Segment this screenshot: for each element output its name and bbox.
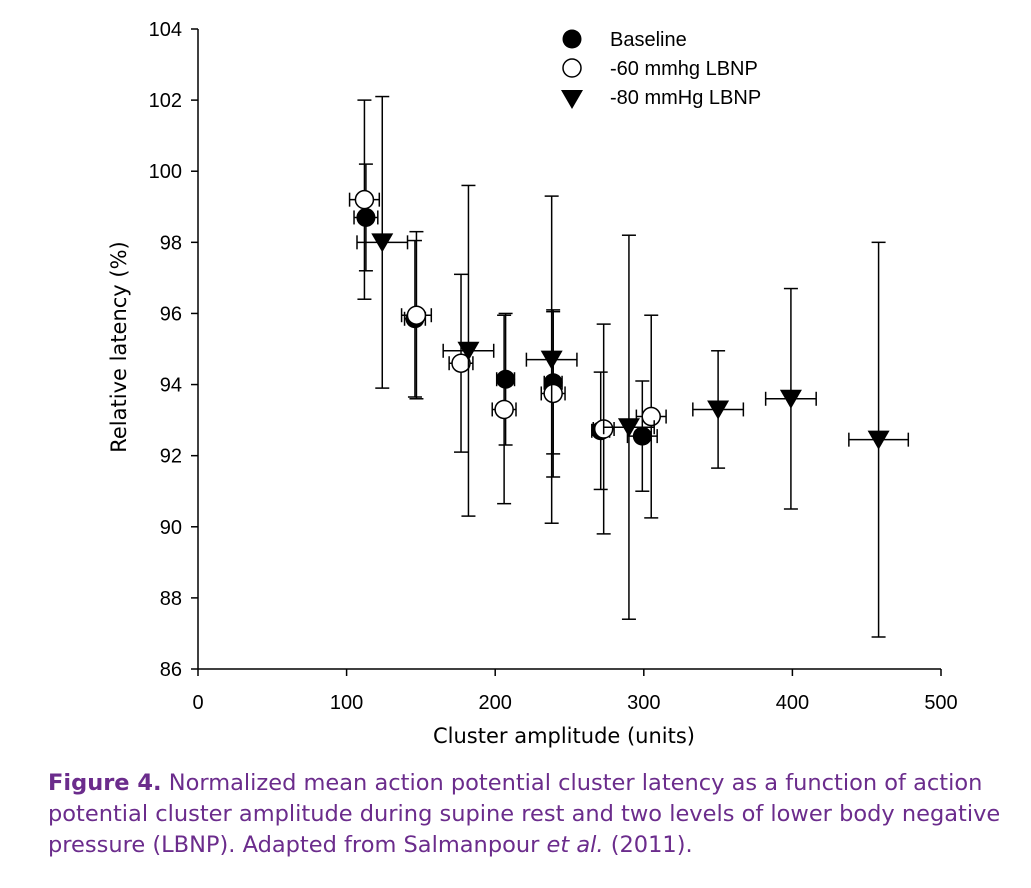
caption-label: Figure 4.	[48, 770, 162, 796]
data-point-triangle-down	[867, 430, 890, 450]
data-point-triangle-down	[779, 389, 802, 409]
data-point-open-circle	[543, 383, 563, 404]
data-point-filled-circle	[496, 369, 516, 389]
y-tick-label: 88	[160, 588, 182, 610]
x-tick-label: 300	[627, 692, 660, 714]
series-3	[356, 95, 910, 638]
y-axis-ticks: 86 88 90 92 94 96 98 100 102 104	[149, 19, 198, 681]
x-tick-label: 100	[330, 692, 363, 714]
legend: Baseline -60 mmhg LBNP -80 mmHg LBNP	[561, 29, 761, 109]
y-axis-title: Relative latency (%)	[107, 241, 131, 453]
legend-label-baseline: Baseline	[610, 29, 687, 51]
data-point-triangle-down	[707, 400, 730, 420]
caption-text: Normalized mean action potential cluster…	[48, 770, 1001, 858]
x-tick-label: 200	[479, 692, 512, 714]
data-point-triangle-down	[371, 233, 394, 253]
scatter-chart: 0 100 200 300 400 500 86 88 90 92 94 96 98 100 102 104…	[107, 19, 958, 748]
x-axis-title: Cluster amplitude (units)	[433, 724, 695, 748]
series-1	[353, 163, 658, 492]
caption-italic: et al.	[546, 832, 604, 858]
legend-label-80-mmhg: -80 mmHg LBNP	[610, 87, 761, 109]
data-point-filled-circle	[356, 207, 376, 227]
x-tick-label: 500	[924, 692, 957, 714]
series-2	[348, 99, 667, 535]
data-point-open-circle	[406, 305, 427, 325]
y-tick-label: 104	[149, 19, 182, 41]
y-tick-label: 98	[160, 232, 182, 254]
data-point-open-circle	[641, 406, 661, 427]
legend-marker-open-circle	[562, 58, 582, 78]
data-point-triangle-down	[540, 350, 563, 370]
figure-caption: Figure 4. Normalized mean action potenti…	[48, 768, 1023, 861]
y-tick-label: 86	[160, 659, 182, 681]
data-point-open-circle	[354, 189, 375, 210]
y-tick-label: 94	[160, 375, 182, 397]
y-tick-label: 90	[160, 517, 182, 539]
data-point-open-circle	[451, 353, 471, 373]
legend-item-80-mmhg: -80 mmHg LBNP	[561, 87, 761, 109]
legend-item-60-mmhg: -60 mmhg LBNP	[562, 58, 758, 80]
data-point-filled-circle	[632, 426, 652, 446]
data-point-triangle-down	[617, 418, 640, 438]
caption-text-end: (2011).	[603, 832, 693, 858]
data-series	[348, 95, 910, 638]
data-point-triangle-down	[457, 341, 480, 361]
x-axis-ticks: 0 100 200 300 400 500	[192, 669, 958, 714]
x-tick-label: 0	[192, 692, 203, 714]
y-tick-label: 100	[149, 161, 182, 183]
legend-marker-triangle-down	[561, 90, 583, 109]
legend-label-60-mmhg: -60 mmhg LBNP	[610, 58, 758, 80]
y-tick-label: 92	[160, 446, 182, 468]
legend-item-baseline: Baseline	[562, 29, 687, 51]
axes	[197, 29, 941, 670]
y-tick-label: 102	[149, 90, 182, 112]
legend-marker-filled-circle	[562, 29, 582, 49]
x-tick-label: 400	[776, 692, 809, 714]
data-point-open-circle	[494, 399, 514, 420]
y-tick-label: 96	[160, 303, 182, 325]
